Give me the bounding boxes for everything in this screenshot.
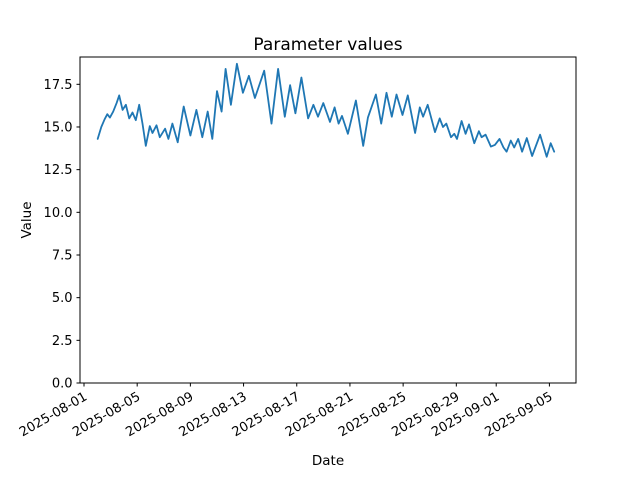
plot-border [79,56,577,384]
y-tick-label: 15.0 [44,120,73,135]
y-axis-ticks: 0.0 2.5 5.0 7.5 10.0 12.5 15.0 17.5 [44,78,80,392]
x-axis-ticks: 2025-08-012025-08-052025-08-092025-08-13… [17,383,555,440]
y-tick-label: 17.5 [44,78,73,93]
y-tick-label: 5.0 [52,291,73,306]
chart-title: Parameter values [253,35,402,55]
series-layer [96,62,556,158]
data-line [96,62,556,158]
y-tick-label: 7.5 [52,248,73,263]
y-tick-label: 12.5 [44,163,73,178]
y-tick-label: 2.5 [52,334,73,349]
x-axis-label: Date [312,453,344,469]
y-axis-label: Value [19,201,35,238]
y-tick-label: 10.0 [44,206,73,221]
y-tick-label: 0.0 [52,377,73,392]
